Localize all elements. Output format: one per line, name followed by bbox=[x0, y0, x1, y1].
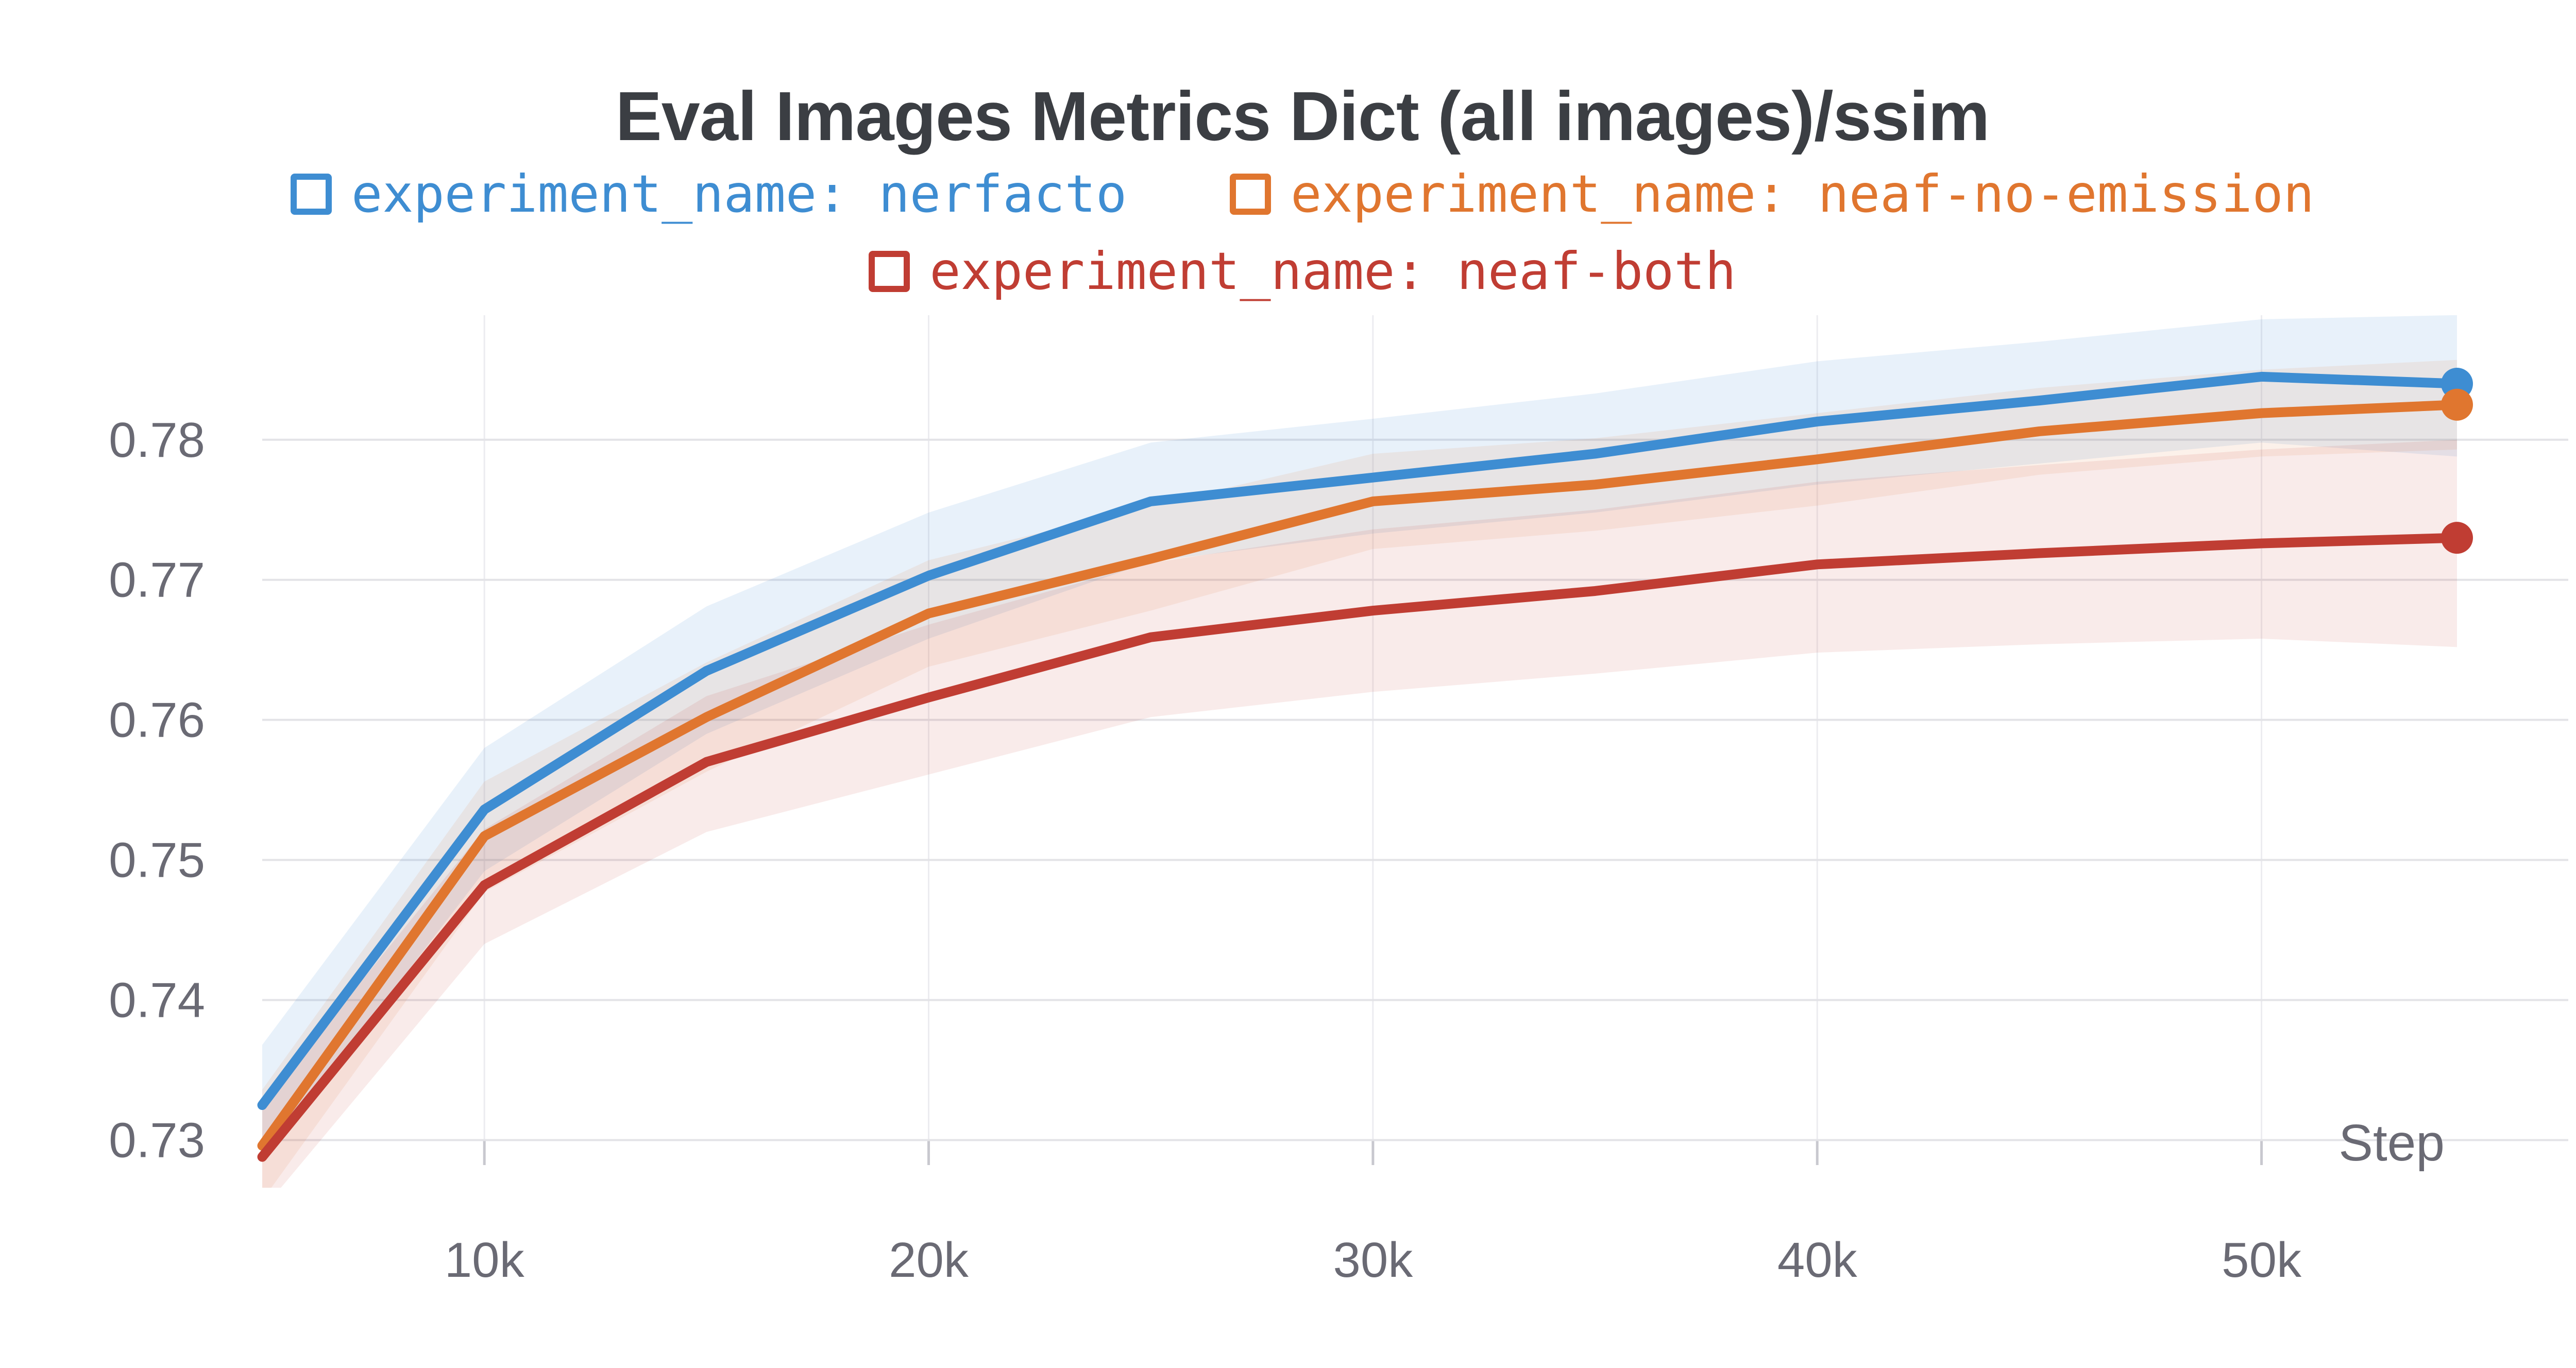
legend-row-2: experiment_name: neaf-both bbox=[0, 243, 2576, 300]
line-neaf-no-emission bbox=[257, 400, 2462, 1151]
x-axis-label: Step bbox=[2338, 1114, 2445, 1172]
legend-row-1: experiment_name: nerfacto experiment_name… bbox=[0, 166, 2576, 223]
y-tick-label: 0.78 bbox=[109, 413, 205, 468]
legend-label: experiment_name: neaf-no-emission bbox=[1291, 164, 2314, 224]
legend-item-neaf-no-emission[interactable]: experiment_name: neaf-no-emission bbox=[1230, 166, 2314, 223]
band-neaf-both bbox=[262, 439, 2457, 1188]
x-tick-label: 20k bbox=[889, 1233, 969, 1288]
legend-swatch-icon bbox=[291, 174, 332, 215]
legend-label: experiment_name: neaf-both bbox=[929, 241, 1736, 301]
x-tick-label: 40k bbox=[1777, 1233, 1858, 1288]
y-tick-label: 0.74 bbox=[109, 973, 205, 1028]
legend-item-neaf-both[interactable]: experiment_name: neaf-both bbox=[869, 243, 1736, 300]
chart-title: Eval Images Metrics Dict (all images)/ss… bbox=[615, 77, 1990, 155]
y-tick-label: 0.77 bbox=[109, 553, 205, 608]
y-tick-label: 0.76 bbox=[109, 693, 205, 748]
legend-swatch-icon bbox=[1230, 174, 1272, 215]
legend-item-nerfacto[interactable]: experiment_name: nerfacto bbox=[291, 166, 1127, 223]
line-neaf-both bbox=[257, 533, 2462, 1162]
endpoint-neaf-both bbox=[2441, 522, 2473, 554]
x-tick-label: 10k bbox=[445, 1233, 525, 1288]
y-tick-label: 0.75 bbox=[109, 833, 205, 888]
endpoint-neaf-no-emission bbox=[2441, 388, 2473, 421]
legend-swatch-icon bbox=[869, 251, 910, 292]
line-nerfacto bbox=[257, 371, 2462, 1110]
band-neaf-no-emission bbox=[262, 360, 2457, 1188]
y-tick-label: 0.73 bbox=[109, 1113, 205, 1168]
band-nerfacto bbox=[262, 315, 2457, 1161]
x-tick-label: 50k bbox=[2222, 1233, 2302, 1288]
x-tick-label: 30k bbox=[1333, 1233, 1413, 1288]
legend-label: experiment_name: nerfacto bbox=[351, 164, 1127, 224]
